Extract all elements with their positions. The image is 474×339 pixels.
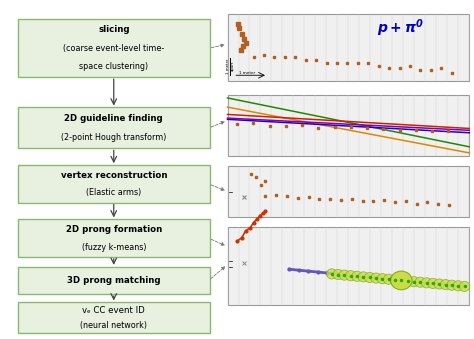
Text: vertex reconstruction: vertex reconstruction — [61, 171, 167, 180]
Ellipse shape — [396, 275, 407, 285]
FancyBboxPatch shape — [18, 107, 210, 148]
Ellipse shape — [453, 281, 464, 291]
Ellipse shape — [358, 272, 369, 282]
FancyBboxPatch shape — [228, 166, 469, 217]
Ellipse shape — [365, 273, 375, 283]
Ellipse shape — [333, 270, 343, 280]
Text: (coarse event-level time-: (coarse event-level time- — [63, 44, 164, 53]
Text: (neural network): (neural network) — [80, 320, 147, 330]
Ellipse shape — [415, 277, 426, 287]
Ellipse shape — [409, 277, 419, 287]
Ellipse shape — [447, 280, 457, 290]
Ellipse shape — [421, 278, 432, 288]
Text: (fuzzy k-means): (fuzzy k-means) — [82, 242, 146, 252]
FancyBboxPatch shape — [18, 267, 210, 294]
Text: 3D prong matching: 3D prong matching — [67, 276, 161, 285]
Ellipse shape — [402, 276, 413, 286]
Text: vₑ CC event ID: vₑ CC event ID — [82, 306, 145, 315]
Ellipse shape — [383, 274, 394, 284]
Ellipse shape — [434, 279, 445, 289]
Ellipse shape — [371, 273, 381, 283]
Text: (Elastic arms): (Elastic arms) — [86, 188, 141, 197]
FancyBboxPatch shape — [18, 219, 210, 257]
Text: space clustering): space clustering) — [79, 62, 148, 72]
Ellipse shape — [352, 271, 362, 281]
Ellipse shape — [391, 271, 412, 290]
Text: slicing: slicing — [98, 25, 129, 34]
Ellipse shape — [327, 269, 337, 279]
Text: $\bfit{p} + \bfit{\pi}^0$: $\bfit{p} + \bfit{\pi}^0$ — [377, 17, 424, 39]
Ellipse shape — [339, 270, 350, 280]
Text: 1 meter
apart: 1 meter apart — [226, 58, 235, 74]
FancyBboxPatch shape — [228, 14, 469, 81]
Ellipse shape — [390, 275, 400, 285]
Ellipse shape — [428, 278, 438, 288]
Ellipse shape — [459, 281, 470, 292]
Text: 2D guideline finding: 2D guideline finding — [64, 114, 163, 123]
Ellipse shape — [346, 271, 356, 281]
Text: (2-point Hough transform): (2-point Hough transform) — [61, 133, 166, 142]
Text: 2D prong formation: 2D prong formation — [65, 225, 162, 234]
Ellipse shape — [377, 274, 388, 284]
FancyBboxPatch shape — [18, 302, 210, 333]
Ellipse shape — [440, 280, 451, 290]
Text: 1 meter: 1 meter — [239, 71, 255, 75]
FancyBboxPatch shape — [18, 165, 210, 203]
FancyBboxPatch shape — [228, 95, 469, 156]
FancyBboxPatch shape — [18, 19, 210, 77]
FancyBboxPatch shape — [228, 227, 469, 305]
